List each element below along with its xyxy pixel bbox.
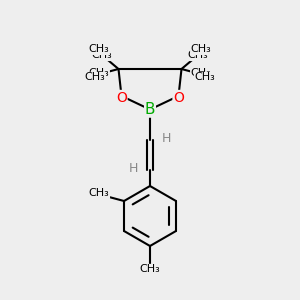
Text: H: H	[162, 131, 171, 145]
Text: H: H	[129, 161, 138, 175]
Text: CH₃: CH₃	[89, 188, 110, 199]
Text: CH₃: CH₃	[88, 68, 110, 79]
Text: O: O	[116, 91, 127, 104]
Text: B: B	[145, 102, 155, 117]
Text: CH₃: CH₃	[92, 50, 112, 61]
Text: O: O	[173, 91, 184, 104]
Text: CH₃: CH₃	[190, 44, 212, 55]
Text: CH₃: CH₃	[188, 50, 208, 61]
Text: CH₃: CH₃	[88, 44, 110, 55]
Text: CH₃: CH₃	[194, 72, 215, 82]
Text: CH₃: CH₃	[85, 72, 106, 82]
Text: CH₃: CH₃	[190, 68, 212, 79]
Text: CH₃: CH₃	[140, 264, 160, 274]
